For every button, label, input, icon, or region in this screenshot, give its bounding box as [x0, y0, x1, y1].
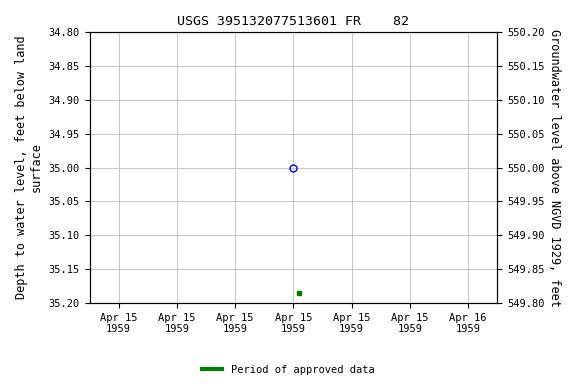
Title: USGS 395132077513601 FR    82: USGS 395132077513601 FR 82	[177, 15, 410, 28]
Y-axis label: Groundwater level above NGVD 1929, feet: Groundwater level above NGVD 1929, feet	[548, 28, 561, 306]
Legend: Period of approved data: Period of approved data	[198, 361, 378, 379]
Y-axis label: Depth to water level, feet below land
surface: Depth to water level, feet below land su…	[15, 36, 43, 300]
